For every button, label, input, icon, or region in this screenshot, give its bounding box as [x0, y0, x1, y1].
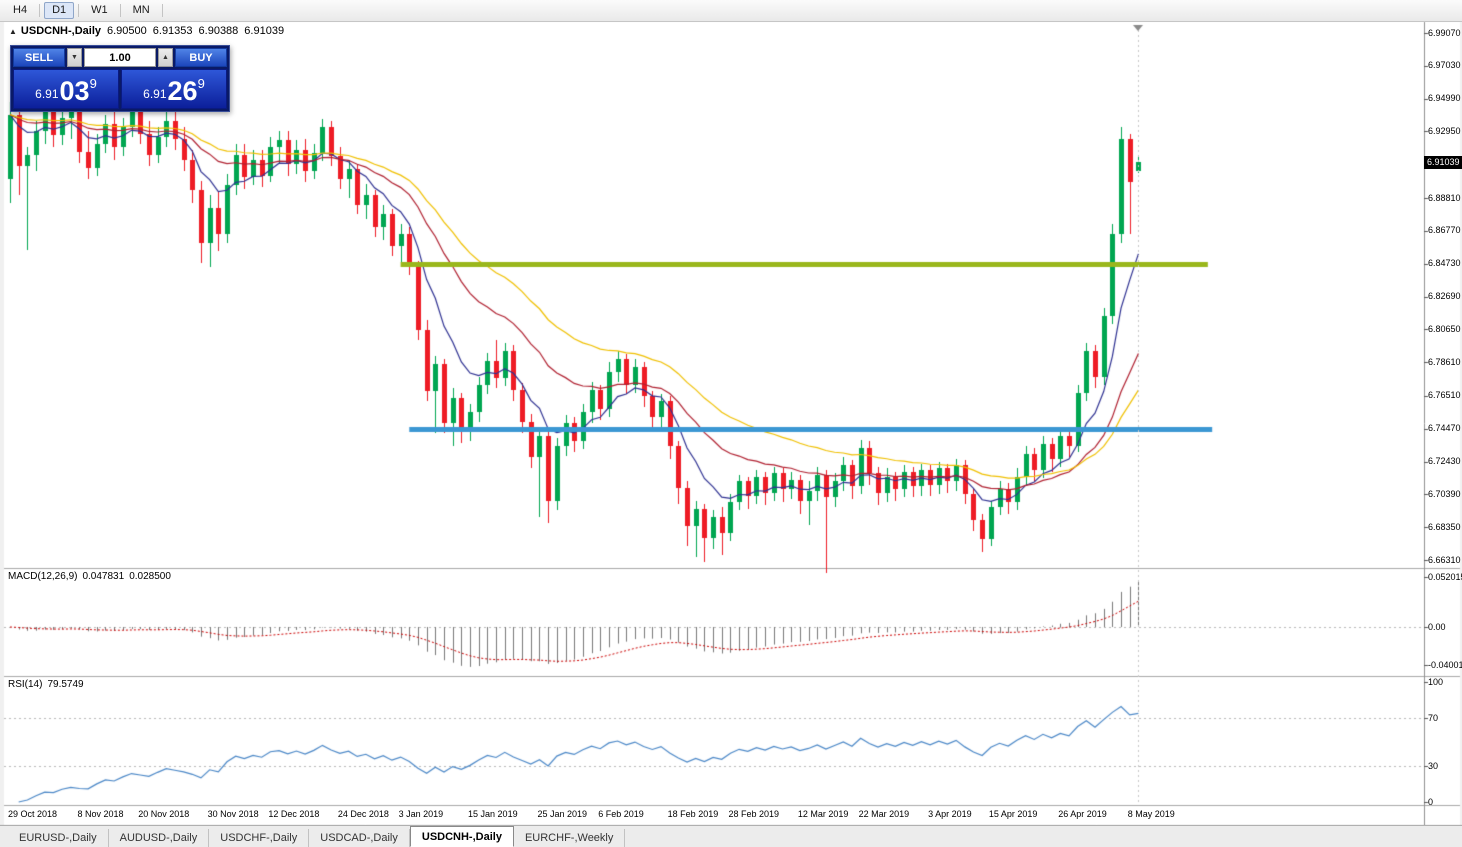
- date-label: 24 Dec 2018: [337, 809, 389, 819]
- price-tick: 6.76510: [1428, 390, 1461, 401]
- date-label: 6 Feb 2019: [598, 809, 644, 819]
- macd-axis-label: 0.00: [1428, 621, 1446, 632]
- sell-price-big-digits: 03: [59, 76, 90, 106]
- macd-value: 0.047831: [82, 571, 125, 582]
- toolbar-separator: [119, 4, 121, 17]
- rsi-axis-label: 70: [1428, 712, 1439, 723]
- timeframe-button-h4[interactable]: H4: [13, 4, 28, 16]
- toolbar-separator: [39, 4, 41, 17]
- date-label: 29 Oct 2018: [8, 809, 58, 819]
- buy-price-big-digits: 26: [167, 76, 198, 106]
- date-label: 22 Mar 2019: [858, 809, 910, 819]
- macd-axis-label: -0.04001: [1428, 659, 1462, 670]
- price-tick: 6.99070: [1428, 27, 1461, 38]
- sell-price-prefix: 6.91: [35, 87, 59, 101]
- buy-price-prefix: 6.91: [143, 87, 167, 101]
- price-tick: 6.78610: [1428, 356, 1461, 367]
- rsi-value: 79.5749: [47, 679, 84, 690]
- price-tick: 6.66310: [1428, 554, 1461, 565]
- toolbar-separator: [161, 4, 163, 17]
- one-click-trade-panel: SELL ▼ ▲ BUY 6.91 03 9 6.91 26 9: [10, 45, 230, 112]
- date-label: 18 Feb 2019: [667, 809, 719, 819]
- toolbar-separator: [78, 4, 80, 17]
- price-tick: 6.74470: [1428, 423, 1461, 434]
- current-price-badge: 6.91039: [1424, 155, 1462, 169]
- chart-symbol-label: USDCNH-,Daily: [20, 25, 101, 37]
- price-tick: 6.80650: [1428, 323, 1461, 334]
- macd-axis-label: 0.052015: [1428, 571, 1462, 582]
- trade-panel-prices: 6.91 03 9 6.91 26 9: [13, 69, 227, 109]
- volume-increase-button[interactable]: ▲: [158, 48, 173, 67]
- chart-icon: ▲: [9, 26, 17, 36]
- tab-usdcad-daily[interactable]: USDCAD-,Daily: [309, 829, 410, 847]
- price-tick: 6.82690: [1428, 291, 1461, 301]
- date-label: 28 Feb 2019: [728, 809, 779, 819]
- date-label: 12 Dec 2018: [268, 809, 320, 819]
- ohlc-close: 6.91039: [244, 25, 285, 37]
- sell-price-pip-digit: 9: [89, 76, 97, 91]
- ohlc-high: 6.91353: [152, 25, 193, 37]
- macd-indicator-label: MACD(12,26,9) 0.047831 0.028500: [8, 571, 171, 582]
- date-label: 15 Apr 2019: [988, 809, 1038, 819]
- date-label: 3 Apr 2019: [928, 809, 972, 819]
- macd-signal-value: 0.028500: [129, 571, 171, 582]
- timeframe-button-mn[interactable]: MN: [132, 4, 150, 16]
- date-label: 20 Nov 2018: [138, 809, 190, 819]
- date-label: 26 Apr 2019: [1058, 809, 1107, 819]
- rsi-axis-label: 30: [1428, 760, 1439, 771]
- sell-price-button[interactable]: 6.91 03 9: [13, 69, 119, 109]
- date-label: 30 Nov 2018: [207, 809, 259, 819]
- tab-audusd-daily[interactable]: AUDUSD-,Daily: [109, 829, 210, 847]
- buy-button[interactable]: BUY: [175, 48, 227, 67]
- chart-tabs-bar: EURUSD-,Daily AUDUSD-,Daily USDCHF-,Daily U…: [0, 825, 1462, 847]
- price-tick: 6.70390: [1428, 488, 1461, 499]
- ohlc-low: 6.90388: [198, 25, 239, 37]
- rsi-indicator-label: RSI(14) 79.5749: [8, 679, 84, 690]
- price-tick: 6.92950: [1428, 125, 1461, 136]
- sell-button[interactable]: SELL: [13, 48, 65, 67]
- price-tick: 6.72430: [1428, 456, 1461, 467]
- ohlc-open: 6.90500: [107, 25, 147, 37]
- tab-eurchf-weekly[interactable]: EURCHF-,Weekly: [514, 829, 626, 847]
- date-label: 3 Jan 2019: [398, 809, 444, 819]
- price-tick: 6.94990: [1428, 93, 1461, 104]
- trade-panel-controls: SELL ▼ ▲ BUY: [13, 48, 227, 67]
- rsi-axis-label: 0: [1428, 796, 1434, 807]
- rsi-axis-label: 100: [1428, 676, 1444, 687]
- date-label: 8 May 2019: [1127, 809, 1175, 819]
- price-tick: 6.97030: [1428, 60, 1461, 71]
- rsi-title: RSI(14): [8, 679, 43, 690]
- timeframe-button-d1[interactable]: D1: [44, 2, 75, 19]
- date-label: 25 Jan 2019: [537, 809, 588, 819]
- volume-decrease-button[interactable]: ▼: [67, 48, 82, 67]
- timeframe-buttons: H4 D1 W1 MN: [5, 2, 167, 19]
- tab-eurusd-daily[interactable]: EURUSD-,Daily: [8, 829, 109, 847]
- tab-usdcnh-daily[interactable]: USDCNH-,Daily: [409, 826, 514, 847]
- price-tick: 6.86770: [1428, 225, 1461, 236]
- timeframe-toolbar: H4 D1 W1 MN: [0, 0, 1462, 22]
- date-label: 12 Mar 2019: [797, 809, 849, 819]
- chart-title: ▲ USDCNH-,Daily 6.90500 6.91353 6.90388 …: [9, 25, 284, 37]
- date-label: 15 Jan 2019: [468, 809, 518, 819]
- buy-price-button[interactable]: 6.91 26 9: [121, 69, 227, 109]
- price-tick: 6.68350: [1428, 521, 1461, 532]
- price-tick: 6.88810: [1428, 192, 1461, 203]
- price-tick: 6.84730: [1428, 258, 1461, 269]
- tab-usdchf-daily[interactable]: USDCHF-,Daily: [209, 829, 310, 847]
- timeframe-button-w1[interactable]: W1: [91, 4, 108, 16]
- macd-title: MACD(12,26,9): [8, 571, 78, 582]
- date-label: 8 Nov 2018: [77, 809, 124, 819]
- volume-input[interactable]: [84, 48, 156, 67]
- buy-price-pip-digit: 9: [197, 76, 205, 91]
